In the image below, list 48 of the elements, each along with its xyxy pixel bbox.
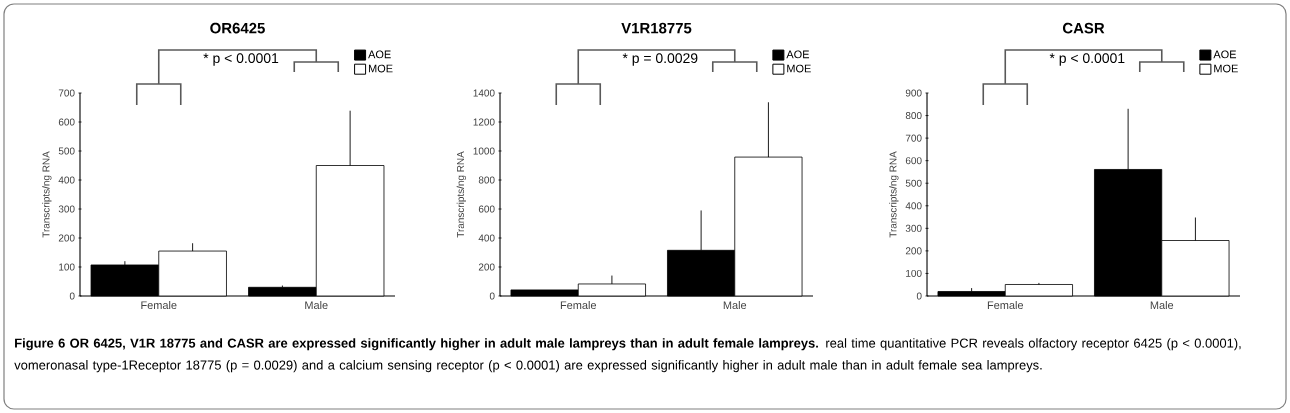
y-tick-label: 800 [478, 176, 495, 184]
legend-label: AOE [368, 50, 391, 59]
y-axis-title: Transcripts/ng RNA [456, 151, 466, 238]
text: Figure 6 OR 6425, V1R 18775 and CASR are expressed significantly higher in adult male lampreys than in adult female lampreys. real time quantitative PCR reveals olfactory receptor 6425 (p < 0.0001), vomeronasal type-1Receptor 18775 (p = 0.0029) and a calcium sensing receptor (p < 0.0001) are expressed significantly higher in adult male than in adult female sea lampreys. [14, 338, 1241, 373]
y-tick-label: 0 [916, 292, 922, 300]
y-tick-label: 700 [58, 89, 75, 97]
y-tick-label: 600 [905, 157, 922, 165]
x-tick-label: Male [1150, 301, 1174, 310]
legend-label: AOE [1213, 50, 1237, 59]
chart-title: V1R18775 [621, 22, 692, 34]
y-tick-label: 300 [905, 224, 922, 232]
y-tick-label: 500 [58, 147, 75, 155]
legend-label: MOE [368, 64, 393, 73]
text: * p < 0.0001 [1049, 53, 1125, 66]
y-tick-label: 1200 [473, 118, 495, 126]
legend-label: MOE [787, 64, 811, 73]
chart-title: CASR [1062, 22, 1105, 34]
y-tick-label: 600 [478, 205, 495, 213]
y-tick-label: 1400 [473, 89, 495, 97]
legend-label: MOE [1214, 64, 1238, 73]
y-tick-label: 200 [58, 234, 75, 242]
x-tick-label: Female [141, 301, 177, 310]
x-tick-label: Female [560, 301, 597, 310]
y-tick-label: 300 [58, 205, 75, 213]
y-axis-title: Transcripts/ng RNA [42, 151, 52, 238]
text: * p = 0.0029 [622, 53, 698, 66]
y-tick-label: 900 [905, 89, 922, 97]
y-axis-title: Transcripts/ng RNA [889, 151, 899, 238]
x-tick-label: Male [723, 301, 747, 310]
y-tick-label: 600 [58, 118, 75, 126]
y-tick-label: 100 [59, 263, 75, 271]
y-tick-label: 400 [478, 234, 495, 242]
y-tick-label: 400 [58, 176, 75, 184]
text: * p < 0.0001 [203, 53, 279, 66]
y-tick-label: 200 [478, 263, 495, 271]
y-tick-label: 100 [906, 269, 922, 277]
chart-title: OR6425 [210, 22, 265, 34]
y-tick-label: 1000 [473, 147, 495, 155]
y-tick-label: 500 [905, 179, 922, 187]
x-tick-label: Male [305, 301, 328, 310]
y-tick-label: 800 [905, 112, 922, 120]
x-tick-label: Female [987, 301, 1024, 310]
y-tick-label: 200 [905, 247, 922, 255]
y-tick-label: 0 [69, 292, 75, 300]
legend-label: AOE [786, 50, 810, 59]
y-tick-label: 700 [905, 134, 922, 142]
y-tick-label: 0 [489, 292, 495, 300]
y-tick-label: 400 [905, 202, 922, 210]
